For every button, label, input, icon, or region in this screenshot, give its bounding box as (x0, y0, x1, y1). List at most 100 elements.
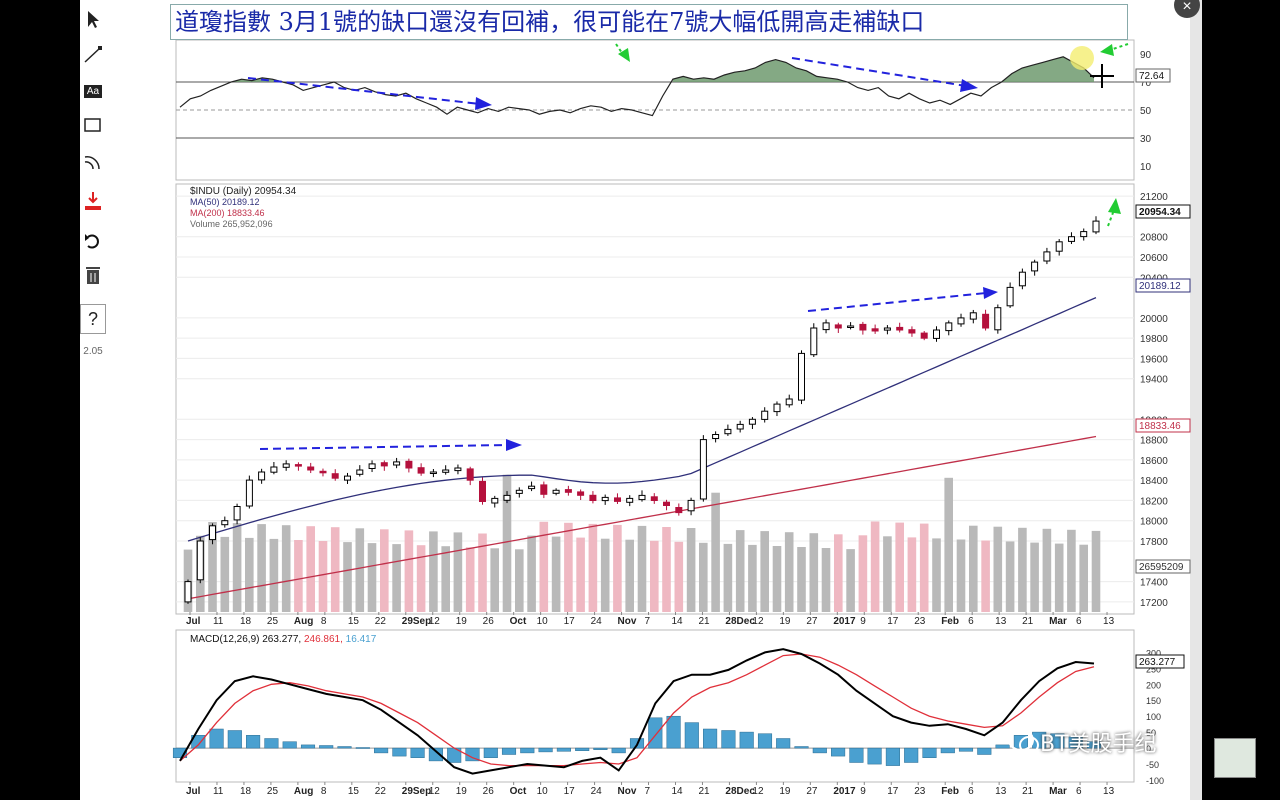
volume-bar (760, 531, 769, 612)
rsi-series-line (179, 56, 1095, 117)
ma200-line (187, 435, 1097, 600)
x-tick-label: 17 (564, 786, 576, 797)
volume-bar (772, 546, 782, 612)
text-icon[interactable]: Aa (80, 76, 106, 106)
x-tick-label: 21 (698, 786, 710, 797)
rsi-tick-label: 10 (1140, 162, 1152, 173)
x-tick-label: 7 (645, 616, 651, 627)
macd-histogram-bar (757, 733, 773, 749)
arc-icon[interactable] (80, 146, 106, 176)
candle-body (736, 423, 744, 430)
scrollbar[interactable] (1190, 0, 1202, 800)
blue-arrow-price-jan (807, 292, 987, 312)
pointer-icon[interactable] (80, 4, 106, 34)
volume-bar (281, 525, 291, 612)
candle-body (454, 467, 462, 472)
help-icon[interactable]: ? (80, 304, 106, 334)
candle-body (491, 497, 499, 504)
x-tick-label: 7 (645, 786, 651, 797)
x-tick-label: 17 (887, 786, 899, 797)
volume-bar (662, 527, 671, 612)
x-tick-label: 10 (537, 616, 549, 627)
price-tick-label: 18400 (1140, 476, 1168, 487)
macd-histogram-bar (172, 747, 188, 758)
green-arrow-price-up (1107, 198, 1121, 227)
candle-body (1080, 231, 1088, 238)
price-tick-label: 17800 (1140, 537, 1168, 548)
volume-bar (981, 540, 990, 612)
volume-bar (1042, 528, 1052, 612)
trash-icon[interactable] (80, 260, 106, 290)
x-tick-label: Nov (618, 786, 637, 797)
download-icon[interactable] (80, 186, 106, 216)
candle-body (344, 475, 351, 481)
volume-bar (551, 536, 561, 612)
macd-histogram-bar (428, 747, 443, 762)
close-icon[interactable]: × (1174, 0, 1200, 18)
x-tick-label: Feb (941, 786, 959, 797)
macd-histogram-bar (538, 747, 553, 753)
candle-body (859, 323, 867, 331)
volume-bar (380, 529, 389, 612)
candle-body (221, 520, 229, 526)
macd-tick-label: 300 (1146, 648, 1161, 658)
x-tick-label: 9 (860, 616, 866, 627)
volume-bar (490, 548, 499, 612)
price-tick-label: 20000 (1140, 314, 1168, 325)
volume-bar (1079, 544, 1088, 612)
macd-legend-main: MACD(12,26,9) 263.277, (190, 634, 301, 645)
x-tick-label: 19 (456, 616, 468, 627)
candle-body (196, 540, 204, 581)
x-tick-label: Jul (186, 616, 201, 627)
candle-body (626, 497, 634, 503)
price-tick-label: 20800 (1140, 233, 1168, 244)
macd-y-axis: 300 250 200 150 100 50 0 -50 -100 (1146, 648, 1164, 786)
x-tick-label: 14 (671, 786, 683, 797)
volume-bar (404, 530, 414, 612)
rsi-tick-label: 30 (1140, 134, 1152, 145)
candle-body (356, 469, 364, 475)
candle-body (515, 489, 523, 494)
volume-bar (735, 530, 745, 612)
x-tick-label: Aug (294, 786, 313, 797)
x-tick-label: 19 (456, 786, 468, 797)
green-arrow-rsi-up (1100, 43, 1129, 56)
volume-last-value-box: 26595209 (1135, 559, 1191, 574)
candle-body (969, 312, 977, 320)
left-letterbox (0, 0, 80, 800)
x-tick-label: 21 (1022, 786, 1034, 797)
volume-tick-label: 300M (143, 530, 168, 541)
macd-histogram-bar (1050, 733, 1065, 749)
volume-bar (588, 523, 598, 612)
green-arrow-rsi-down (615, 43, 630, 62)
x-tick-label: 2017 (833, 616, 856, 627)
blue-arrowhead-price-aug (506, 439, 522, 451)
volume-bar (809, 533, 819, 612)
wechat-icon (1008, 729, 1039, 754)
price-tick-label: 19400 (1140, 375, 1168, 386)
volume-bar (208, 522, 217, 612)
macd-histogram-bar (209, 728, 224, 749)
candle-body (589, 494, 597, 501)
volume-bar (306, 526, 315, 612)
volume-bar (637, 525, 647, 612)
price-tick-label: 17200 (1140, 598, 1168, 609)
candle-body (380, 462, 388, 467)
volume-bar (367, 543, 377, 612)
blue-arrow-price-aug (259, 444, 509, 450)
candle-body (883, 327, 891, 331)
line-icon[interactable] (80, 40, 106, 70)
macd-histogram-bar (885, 747, 900, 766)
x-tick-label: 19 (779, 786, 791, 797)
macd-histogram-bar (1068, 736, 1083, 749)
price-tick-label: 18200 (1140, 496, 1168, 507)
candle-body (982, 313, 990, 329)
volume-tick-label: 200M (143, 556, 168, 567)
ma50-last-value: 20189.12 (1139, 281, 1181, 292)
price-tick-label: 19800 (1140, 334, 1168, 345)
undo-icon[interactable] (80, 226, 106, 256)
volume-bar (797, 547, 806, 612)
rectangle-icon[interactable] (80, 110, 106, 140)
x-tick-label: 12 (429, 616, 441, 627)
candle-body (957, 317, 965, 325)
